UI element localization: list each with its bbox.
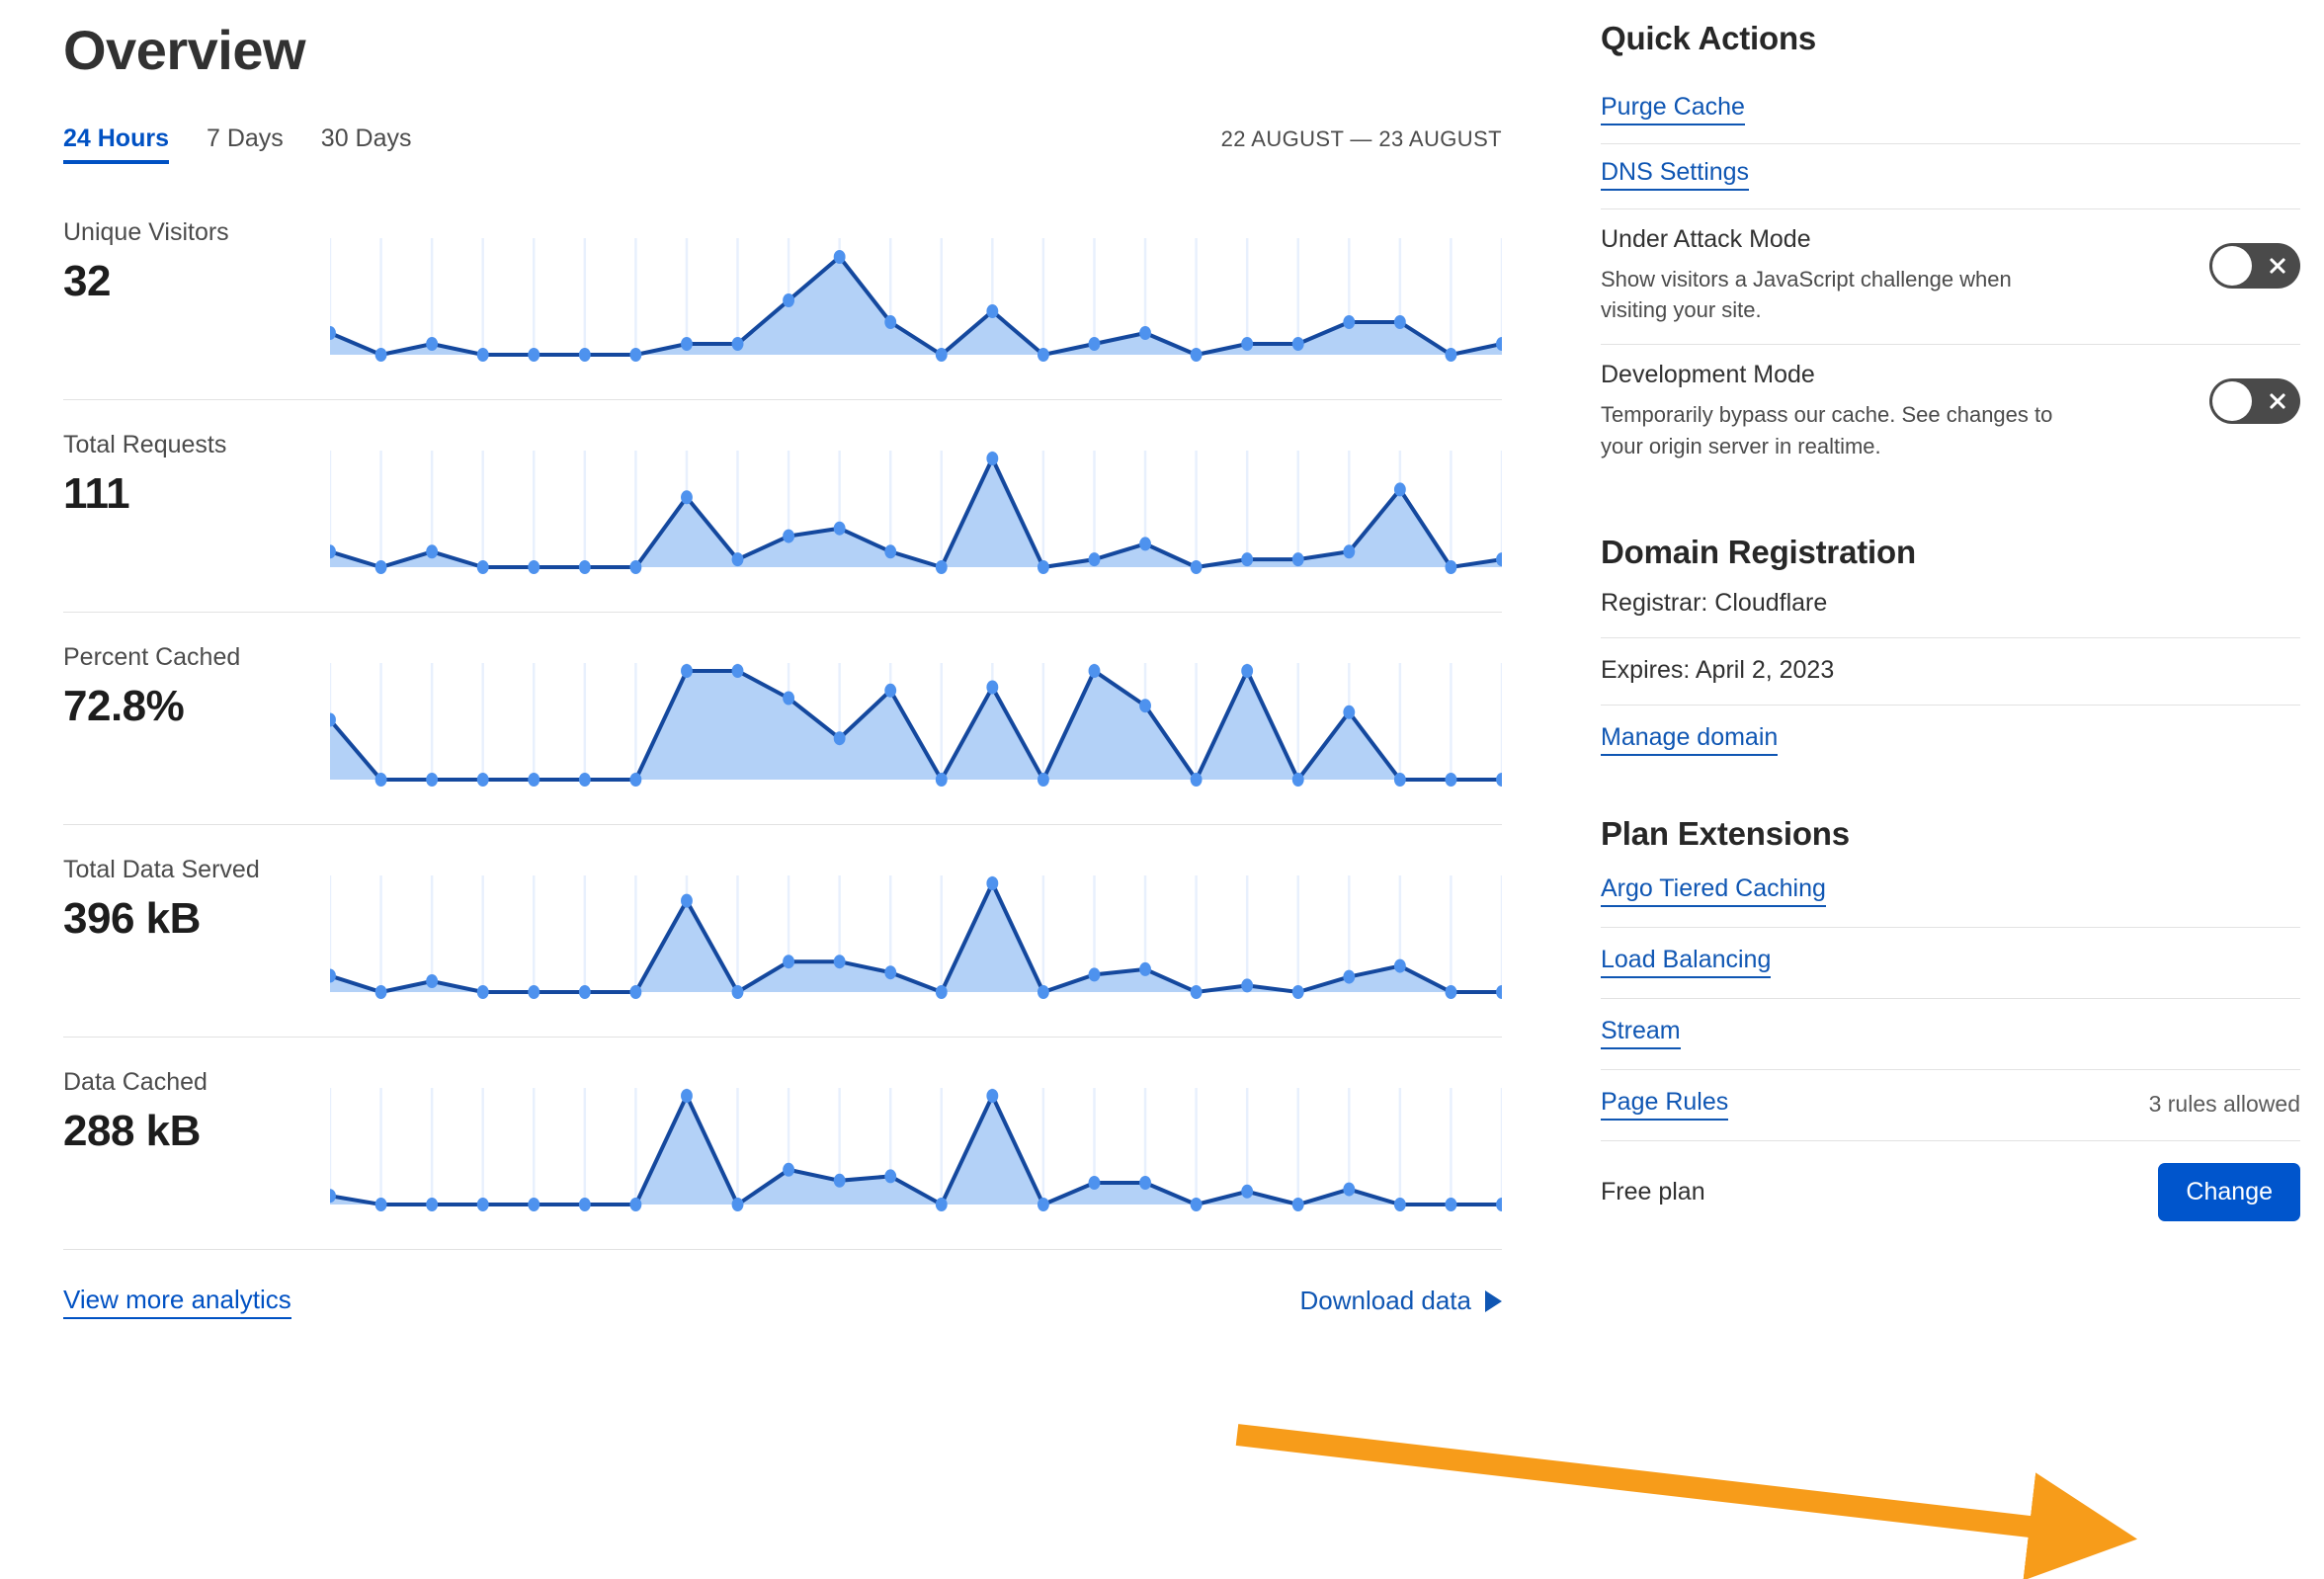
date-range-label: 22 AUGUST — 23 AUGUST: [1220, 125, 1502, 151]
toggle-knob: [2212, 246, 2252, 286]
under-attack-mode-title: Under Attack Mode: [1601, 225, 1811, 253]
metric-label: Data Cached: [63, 1067, 208, 1096]
metric-value: 111: [63, 468, 130, 518]
download-data-label: Download data: [1299, 1286, 1471, 1316]
development-mode-description: Temporarily bypass our cache. See change…: [1601, 401, 2053, 458]
under-attack-mode-description: Show visitors a JavaScript challenge whe…: [1601, 266, 2012, 323]
domain-registration-title: Domain Registration: [1601, 533, 1916, 570]
quick-action-development-mode: Development Mode Temporarily bypass our …: [1601, 345, 2300, 479]
metric-row-total-data-served: Total Data Served 396 kB: [63, 825, 1502, 1038]
metric-row-percent-cached: Percent Cached 72.8%: [63, 613, 1502, 825]
metric-row-data-cached: Data Cached 288 kB: [63, 1038, 1502, 1250]
close-icon: [2268, 256, 2287, 276]
page-rules-link[interactable]: Page Rules: [1601, 1088, 1729, 1121]
sparkline-total-data-served: [330, 825, 1502, 1038]
plan-extensions-title: Plan Extensions: [1601, 814, 1850, 852]
play-triangle-icon: [1485, 1289, 1502, 1312]
timerange-tabs: 24 Hours 7 Days 30 Days: [63, 125, 412, 164]
sidebar-column: Quick Actions Purge Cache DNS Settings U…: [1547, 0, 2324, 1579]
plan-extension-page-rules[interactable]: Page Rules 3 rules allowed: [1601, 1070, 2300, 1141]
metric-label: Total Data Served: [63, 855, 260, 883]
load-balancing-link[interactable]: Load Balancing: [1601, 946, 1772, 978]
metric-info: Data Cached 288 kB: [63, 1038, 330, 1156]
analytics-footer: View more analytics Download data: [63, 1284, 1547, 1320]
metric-label: Total Requests: [63, 430, 227, 458]
view-more-analytics-link[interactable]: View more analytics: [63, 1284, 291, 1320]
manage-domain-row[interactable]: Manage domain: [1601, 706, 2300, 762]
sparkline-svg: [330, 238, 1502, 363]
metric-info: Unique Visitors 32: [63, 188, 330, 306]
quick-action-dns-settings[interactable]: DNS Settings: [1601, 144, 2300, 209]
development-mode-title: Development Mode: [1601, 361, 1815, 389]
sparkline-svg: [330, 1088, 1502, 1212]
sparkline-svg: [330, 663, 1502, 788]
change-plan-button[interactable]: Change: [2158, 1162, 2300, 1221]
page-title: Overview: [63, 19, 306, 81]
download-data-button[interactable]: Download data: [1300, 1286, 1502, 1316]
manage-domain-link[interactable]: Manage domain: [1601, 723, 1779, 756]
qa-text: Under Attack Mode Show visitors a JavaSc…: [1601, 223, 2209, 326]
analytics-column: Overview 24 Hours 7 Days 30 Days 22 AUGU…: [63, 19, 1547, 1320]
sparkline-total-requests: [330, 400, 1502, 613]
purge-cache-link[interactable]: Purge Cache: [1601, 93, 1745, 125]
sparkline-percent-cached: [330, 613, 1502, 825]
quick-actions-title: Quick Actions: [1601, 20, 1817, 56]
quick-actions-list: Purge Cache DNS Settings Under Attack Mo…: [1601, 79, 2300, 480]
tab-7-days[interactable]: 7 Days: [206, 124, 284, 152]
registrar-row: Registrar: Cloudflare: [1601, 571, 2300, 638]
development-mode-toggle[interactable]: [2209, 378, 2300, 425]
stream-link[interactable]: Stream: [1601, 1017, 1681, 1049]
expires-value: Expires: April 2, 2023: [1601, 655, 1835, 684]
metric-row-total-requests: Total Requests 111: [63, 400, 1502, 613]
quick-action-under-attack-mode: Under Attack Mode Show visitors a JavaSc…: [1601, 209, 2300, 346]
metric-value: 32: [63, 256, 111, 305]
sparkline-svg: [330, 451, 1502, 575]
qa-text: Purge Cache: [1601, 93, 2300, 125]
dns-settings-link[interactable]: DNS Settings: [1601, 158, 1750, 191]
tab-30-days[interactable]: 30 Days: [320, 124, 412, 152]
current-plan-row: Free plan Change: [1601, 1141, 2300, 1221]
toggle-knob: [2212, 381, 2252, 422]
page-rules-allowance: 3 rules allowed: [2148, 1090, 2300, 1117]
metrics-list: Unique Visitors 32 Total Requests 111: [63, 188, 1547, 1250]
current-plan-label: Free plan: [1601, 1177, 1705, 1205]
sparkline-svg: [330, 875, 1502, 1000]
timerange-tabs-row: 24 Hours 7 Days 30 Days 22 AUGUST — 23 A…: [63, 125, 1547, 164]
metric-info: Percent Cached 72.8%: [63, 613, 330, 731]
metric-value: 396 kB: [63, 893, 201, 943]
close-icon: [2268, 391, 2287, 411]
sparkline-data-cached: [330, 1038, 1502, 1250]
quick-action-purge-cache[interactable]: Purge Cache: [1601, 79, 2300, 144]
tab-24-hours[interactable]: 24 Hours: [63, 125, 169, 164]
metric-value: 72.8%: [63, 681, 185, 730]
plan-extension-load-balancing[interactable]: Load Balancing: [1601, 928, 2300, 999]
argo-tiered-caching-link[interactable]: Argo Tiered Caching: [1601, 874, 1826, 907]
metric-value: 288 kB: [63, 1106, 201, 1155]
metric-label: Percent Cached: [63, 642, 241, 671]
qa-text: Development Mode Temporarily bypass our …: [1601, 359, 2209, 461]
under-attack-mode-toggle[interactable]: [2209, 243, 2300, 289]
plan-extension-argo-tiered-caching[interactable]: Argo Tiered Caching: [1601, 853, 2300, 928]
sparkline-unique-visitors: [330, 188, 1502, 400]
qa-text: DNS Settings: [1601, 158, 2300, 191]
metric-info: Total Requests 111: [63, 400, 330, 519]
metric-row-unique-visitors: Unique Visitors 32: [63, 188, 1502, 400]
metric-info: Total Data Served 396 kB: [63, 825, 330, 944]
expires-row: Expires: April 2, 2023: [1601, 638, 2300, 706]
registrar-value: Registrar: Cloudflare: [1601, 588, 1828, 617]
plan-extension-stream[interactable]: Stream: [1601, 999, 2300, 1070]
metric-label: Unique Visitors: [63, 217, 229, 246]
